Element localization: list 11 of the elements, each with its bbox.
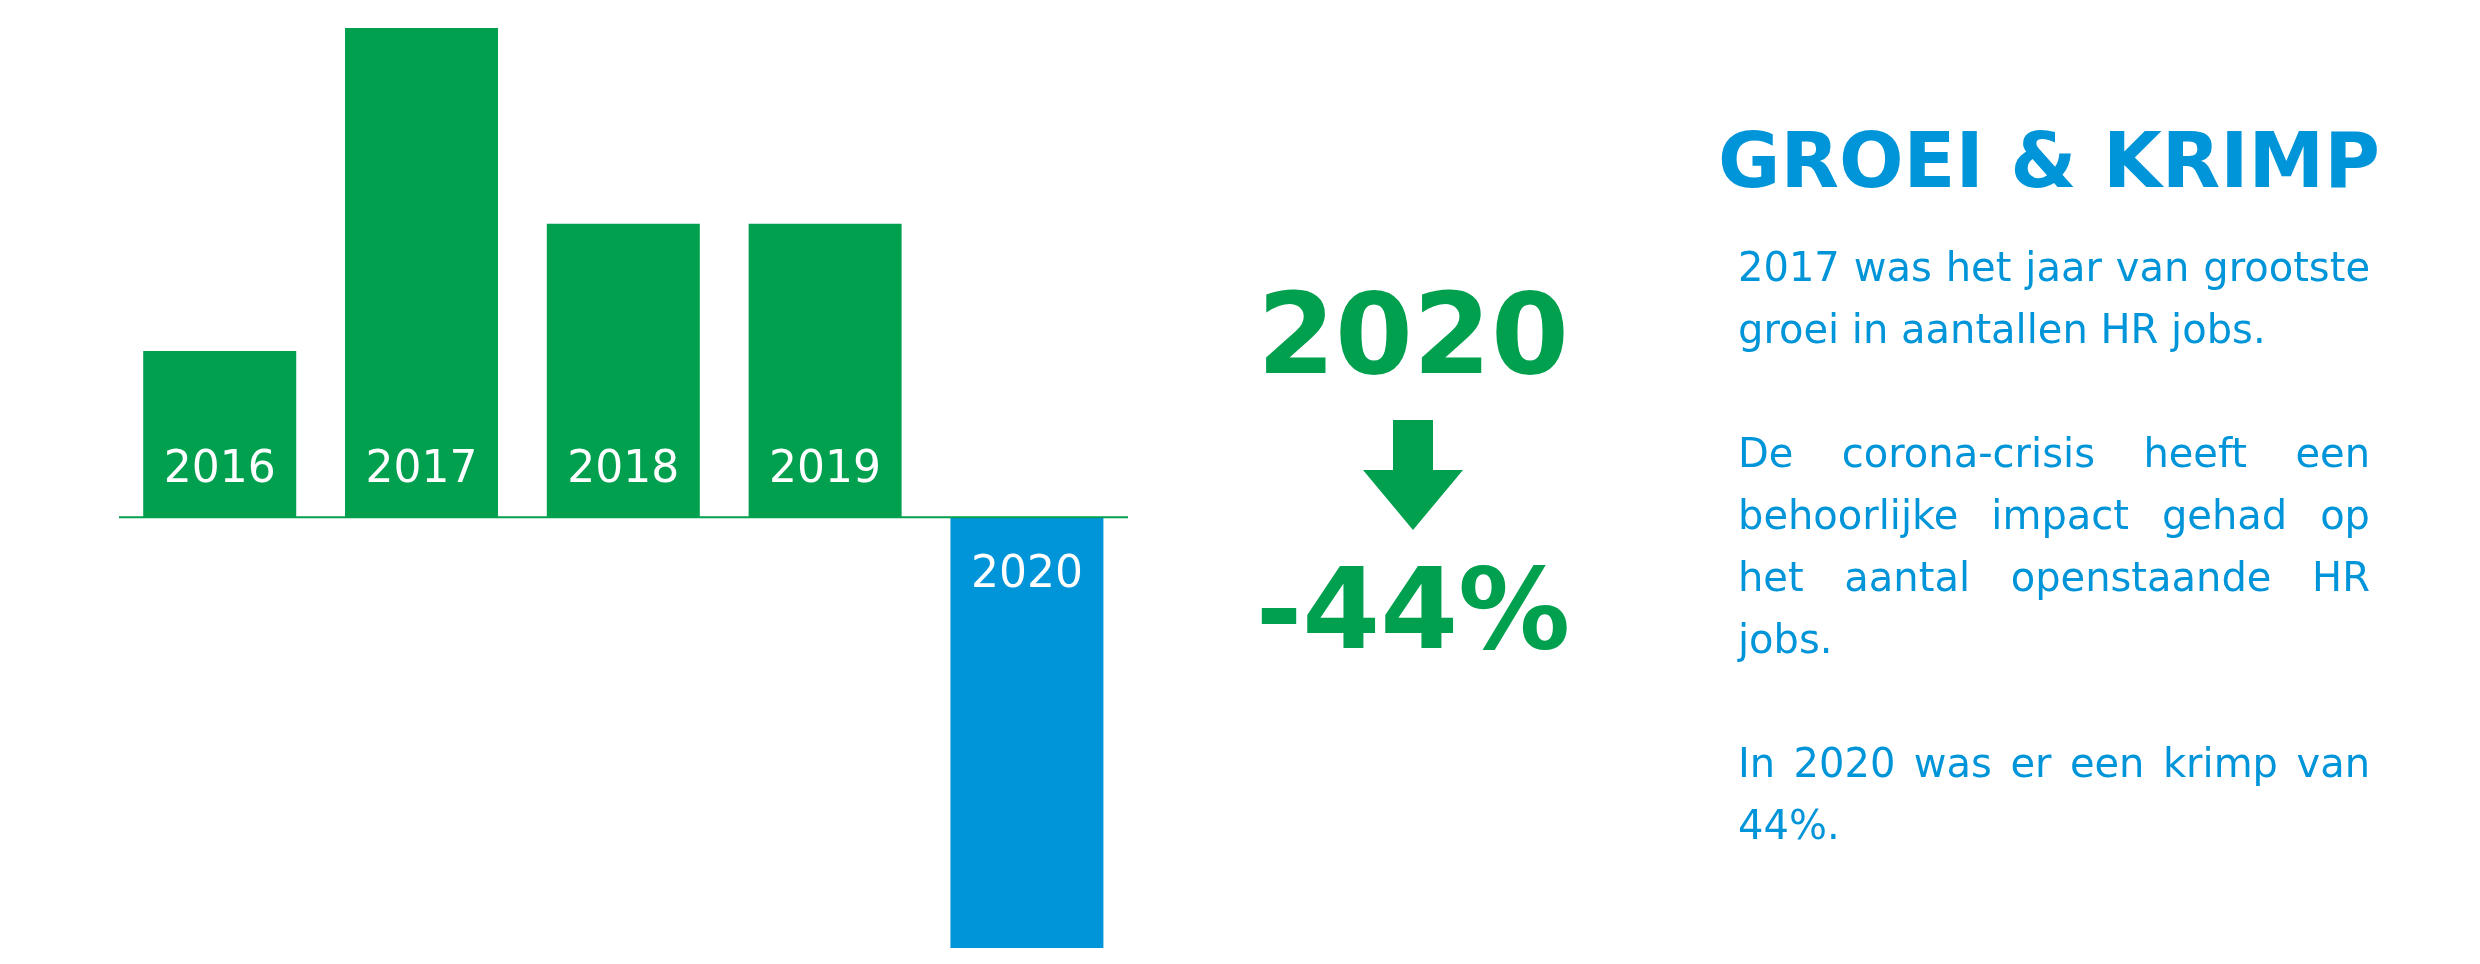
text: 2017 was het jaar van grootste groei in aantallen HR jobs. (1738, 243, 2370, 354)
x-tick-label: 2018 (567, 441, 680, 493)
bar (950, 517, 1104, 948)
x-tick-label: 2017 (365, 441, 478, 493)
text: GROEI & KRIMP (1718, 116, 2381, 205)
x-tick-label: 2016 (163, 441, 276, 493)
text: De corona-crisis heeft een behoorlijke impact gehad op het aantal openstaande HR jobs. (1738, 429, 2370, 664)
x-tick-label: 2019 (769, 441, 882, 493)
text: 2020 (1256, 269, 1570, 399)
text: -44% (1254, 544, 1572, 674)
text: In 2020 was er een krimp van 44%. (1738, 739, 2370, 850)
